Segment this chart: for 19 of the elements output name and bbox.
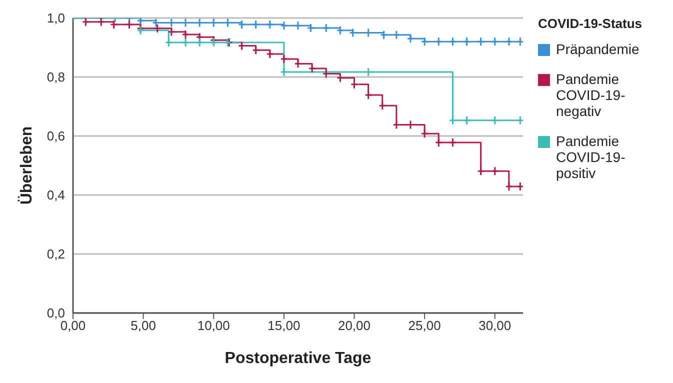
x-tick-label: 25,00 [408, 318, 441, 334]
x-axis-title: Postoperative Tage [224, 350, 372, 367]
legend-label: Pandemie COVID-19-positiv [556, 133, 626, 181]
x-tick-label: 30,00 [478, 318, 512, 334]
y-tick-label: 0,4 [46, 188, 65, 203]
y-tick-label: 1,0 [46, 10, 65, 26]
x-tick-label: 15,00 [268, 318, 300, 334]
x-tick-label: 10,00 [197, 318, 230, 334]
x-tick-label: 20,00 [338, 318, 371, 334]
y-axis-title: Überleben [18, 126, 36, 205]
y-tick-label: 0,6 [46, 128, 65, 144]
y-tick-label: 0,2 [46, 246, 65, 262]
legend-label: Präpandemie [556, 41, 640, 57]
x-tick-label: 0,00 [60, 318, 86, 334]
y-tick-label: 0,0 [46, 306, 65, 321]
legend-title: COVID-19-Status [538, 16, 644, 31]
legend-label: Pandemie COVID-19-negativ [556, 71, 626, 119]
x-tick-label: 5,00 [130, 318, 156, 334]
y-tick-label: 0,8 [46, 70, 65, 85]
